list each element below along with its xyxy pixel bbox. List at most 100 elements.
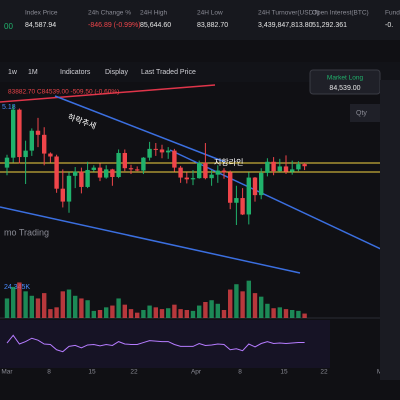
candle-body (122, 152, 127, 169)
candle-body (97, 167, 103, 178)
ohlc: 83882.70 C84539.00 -509.50 (-0.60%) (8, 89, 119, 96)
toolbar-item: 1w (8, 69, 18, 76)
volume-bar (79, 298, 84, 318)
candle-body (85, 169, 90, 187)
volume-bar (60, 291, 65, 318)
candle-body (234, 198, 239, 203)
volume-bar (91, 310, 96, 318)
x-tick-label: Mar (1, 369, 13, 376)
volume-bar (116, 298, 121, 318)
candle-body (147, 148, 152, 158)
stat-value: -0. (385, 22, 393, 29)
toolbar-item: 1M (28, 69, 38, 76)
candle-body (79, 171, 84, 187)
rsi-line (6, 334, 305, 353)
candle-body (104, 169, 109, 178)
stat-label: Fund (385, 10, 400, 17)
trend-line (54, 95, 226, 163)
volume-bar (54, 307, 59, 318)
volume-bar (290, 310, 295, 318)
candle-body (73, 171, 78, 176)
volume-bar (23, 291, 28, 318)
candle-body (42, 134, 47, 154)
volume-bar (283, 309, 289, 318)
candle-body (116, 152, 121, 177)
volume-bar (240, 291, 245, 318)
candle-body (246, 177, 251, 215)
volume-bar (246, 280, 251, 318)
candle-body (252, 177, 258, 196)
candle-body (23, 150, 28, 158)
volume-bar (17, 282, 22, 318)
candle-body (17, 109, 22, 158)
stat-label: 24H High (140, 10, 167, 17)
candle-body (271, 161, 276, 172)
candle-body (296, 164, 301, 170)
x-tick-label: 8 (47, 369, 51, 376)
trend-line (0, 206, 301, 274)
candle-body (159, 149, 165, 153)
toolbar (0, 62, 400, 82)
candle-body (153, 148, 158, 150)
candle-body (290, 169, 295, 172)
volume-bar (215, 303, 220, 318)
candle-body (91, 167, 96, 170)
candle-body (209, 174, 214, 179)
candle-body (197, 162, 202, 179)
candle-body (302, 164, 307, 167)
x-tick-label: 22 (130, 369, 138, 376)
candle-body (29, 130, 34, 151)
annotation: 지항라인 (214, 157, 243, 167)
volume-bar (73, 295, 78, 318)
volume-bar (141, 310, 146, 318)
candle-body (190, 178, 196, 180)
volume-bar (184, 310, 189, 318)
candle-body (48, 153, 53, 157)
volume-bar (190, 310, 196, 318)
candle-body (54, 156, 59, 189)
x-tick-label: 22 (320, 369, 328, 376)
volume-bar (203, 302, 208, 318)
stat-value: 85,644.60 (140, 22, 171, 29)
candle-body (184, 177, 189, 180)
candle-body (277, 166, 282, 172)
candle-body (110, 169, 115, 177)
volume-bar (234, 284, 239, 318)
candle-body (4, 157, 10, 168)
toolbar-item: Display (105, 69, 128, 76)
volume-bar (159, 309, 165, 318)
qty-label: Qty (356, 110, 367, 117)
ma-label: 5.18 (2, 104, 16, 111)
volume-bar (197, 305, 202, 318)
volume-bar (11, 286, 16, 318)
volume-bar (296, 310, 301, 318)
toolbar-item: Indicators (60, 69, 91, 76)
stat-label: 24H Turnover(USDT) (258, 10, 319, 17)
volume-bar (29, 295, 34, 318)
volume-bar (147, 305, 152, 318)
volume-bar (252, 293, 258, 318)
stat-label: 24h Change % (88, 10, 131, 17)
candle-body (172, 150, 177, 168)
volume-bar (259, 296, 264, 318)
volume-bar (178, 309, 183, 318)
volume-bar (172, 304, 177, 318)
x-tick-label: 8 (238, 369, 242, 376)
order-title: Market Long (327, 75, 364, 82)
stats-bar (0, 0, 400, 40)
candle-body (166, 150, 171, 153)
candle-body (60, 188, 65, 202)
candle-body (203, 162, 208, 179)
volume-bar (42, 293, 47, 318)
volume-bar (128, 309, 134, 318)
volume-bar (110, 305, 115, 318)
candle-body (265, 161, 270, 173)
volume-bar (4, 298, 10, 318)
volume-bar (209, 300, 214, 318)
candle-body (228, 172, 233, 203)
volume-bar (271, 308, 276, 318)
stat-value: 3,439,847,813.80 (258, 22, 313, 29)
volume-bar (302, 313, 307, 318)
candle-body (135, 169, 140, 171)
